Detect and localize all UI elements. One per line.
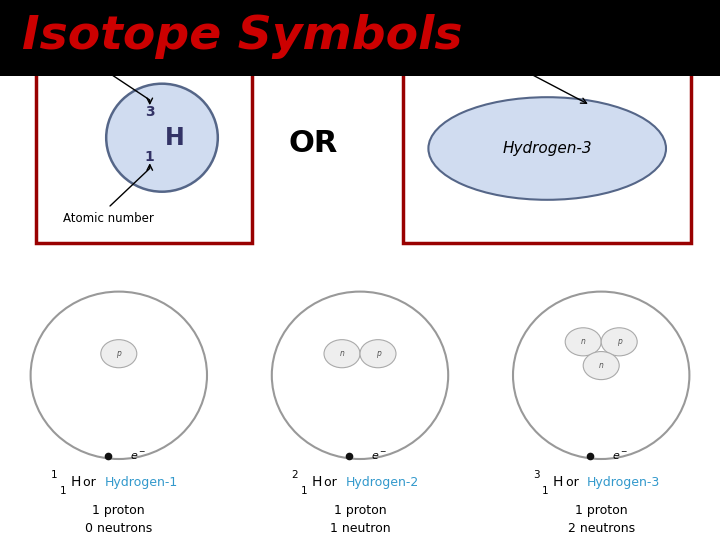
- Ellipse shape: [101, 340, 137, 368]
- Text: 1 proton: 1 proton: [333, 504, 387, 517]
- Text: $e^-$: $e^-$: [612, 451, 629, 462]
- FancyBboxPatch shape: [0, 0, 720, 76]
- Text: 2 neutrons: 2 neutrons: [567, 522, 635, 535]
- Text: 1 neutron: 1 neutron: [330, 522, 390, 535]
- Text: H: H: [553, 475, 563, 489]
- Text: n: n: [340, 349, 344, 358]
- Text: p: p: [117, 349, 121, 358]
- Text: 1: 1: [145, 150, 155, 164]
- Text: or: or: [320, 476, 341, 489]
- Ellipse shape: [565, 328, 601, 356]
- Text: $e^-$: $e^-$: [371, 451, 387, 462]
- Text: $e^-$: $e^-$: [130, 451, 146, 462]
- Text: 0 neutrons: 0 neutrons: [85, 522, 153, 535]
- Text: 3: 3: [533, 470, 539, 480]
- Text: Hydrogen-2: Hydrogen-2: [346, 476, 419, 489]
- Text: OR: OR: [289, 129, 338, 158]
- Text: 1: 1: [301, 486, 307, 496]
- Text: Mass number: Mass number: [450, 50, 529, 63]
- Text: H: H: [312, 475, 322, 489]
- Text: H: H: [71, 475, 81, 489]
- Ellipse shape: [428, 97, 666, 200]
- Ellipse shape: [106, 84, 217, 192]
- Text: n: n: [581, 338, 585, 346]
- Text: or: or: [79, 476, 100, 489]
- Ellipse shape: [360, 340, 396, 368]
- Text: H: H: [165, 126, 185, 150]
- Text: 3: 3: [145, 105, 155, 119]
- Text: Hydrogen-3: Hydrogen-3: [503, 141, 592, 156]
- Text: p: p: [376, 349, 380, 358]
- Ellipse shape: [272, 292, 448, 459]
- Text: Hydrogen-3: Hydrogen-3: [587, 476, 660, 489]
- Text: Mass number: Mass number: [61, 50, 140, 63]
- Ellipse shape: [31, 292, 207, 459]
- Ellipse shape: [583, 352, 619, 380]
- Bar: [36, 38, 252, 243]
- Bar: [403, 38, 691, 243]
- Text: or: or: [562, 476, 582, 489]
- Text: 1: 1: [542, 486, 549, 496]
- Text: Isotope Symbols: Isotope Symbols: [22, 14, 462, 59]
- Text: 2: 2: [292, 470, 298, 480]
- Text: n: n: [599, 361, 603, 370]
- Text: 1 proton: 1 proton: [92, 504, 145, 517]
- Text: Atomic number: Atomic number: [63, 212, 153, 225]
- Text: 1 proton: 1 proton: [575, 504, 628, 517]
- Text: Hydrogen-1: Hydrogen-1: [104, 476, 178, 489]
- Ellipse shape: [601, 328, 637, 356]
- Ellipse shape: [513, 292, 690, 459]
- Text: p: p: [617, 338, 621, 346]
- Text: 1: 1: [60, 486, 66, 496]
- Text: 1: 1: [50, 470, 57, 480]
- Ellipse shape: [324, 340, 360, 368]
